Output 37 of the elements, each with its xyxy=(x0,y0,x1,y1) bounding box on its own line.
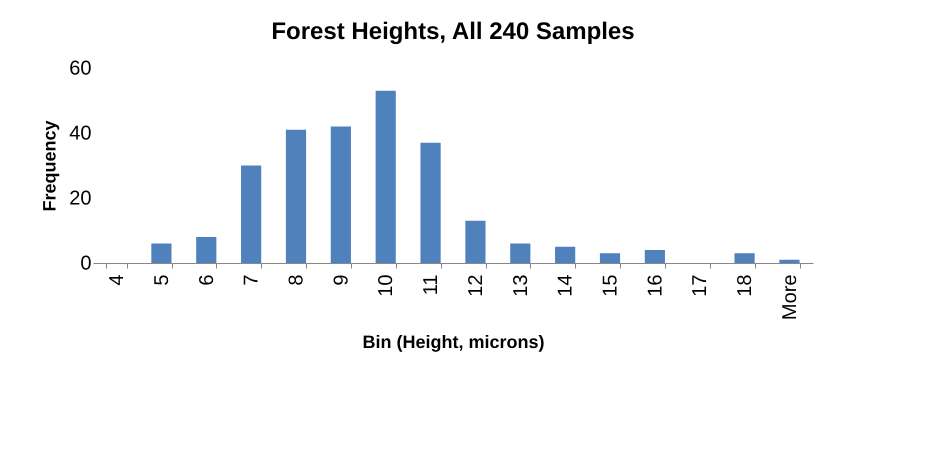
x-tick-label: 9 xyxy=(330,274,352,286)
y-tick-label: 60 xyxy=(69,58,92,80)
x-tick-label: 6 xyxy=(196,274,218,286)
bar xyxy=(465,220,486,263)
bar xyxy=(734,253,755,263)
y-tick-label: 0 xyxy=(80,252,92,274)
bar xyxy=(644,250,665,263)
bar xyxy=(151,244,172,263)
x-tick-label: 7 xyxy=(240,274,263,286)
x-tick-label: 13 xyxy=(510,274,532,297)
y-axis-title: Frequency xyxy=(39,120,60,212)
bar xyxy=(600,253,620,263)
x-tick-label: 10 xyxy=(375,274,398,297)
x-tick-label: 4 xyxy=(106,274,128,286)
bar xyxy=(330,126,351,263)
x-tick-label: 15 xyxy=(600,274,622,297)
x-tick-label: 17 xyxy=(689,274,712,297)
x-axis-title: Bin (Height, microns) xyxy=(362,332,545,352)
x-tick-label: 8 xyxy=(285,274,308,286)
bar xyxy=(286,130,306,263)
x-tick-label: 18 xyxy=(734,274,756,297)
bar xyxy=(555,246,576,263)
bar xyxy=(241,166,262,263)
bar xyxy=(510,244,530,263)
y-tick-label: 40 xyxy=(69,122,92,144)
bar xyxy=(420,142,441,263)
x-tick-label: 16 xyxy=(644,274,666,297)
chart-title: Forest Heights, All 240 Samples xyxy=(271,18,635,45)
x-tick-label: 14 xyxy=(554,274,577,297)
x-tick-label: 12 xyxy=(464,274,487,297)
x-tick-label: 5 xyxy=(150,274,173,286)
bar xyxy=(376,90,396,263)
bar xyxy=(196,237,216,263)
x-tick-label: More xyxy=(778,274,801,320)
y-tick-label: 20 xyxy=(69,188,92,210)
bar xyxy=(779,260,800,263)
x-tick-label: 11 xyxy=(420,274,442,296)
